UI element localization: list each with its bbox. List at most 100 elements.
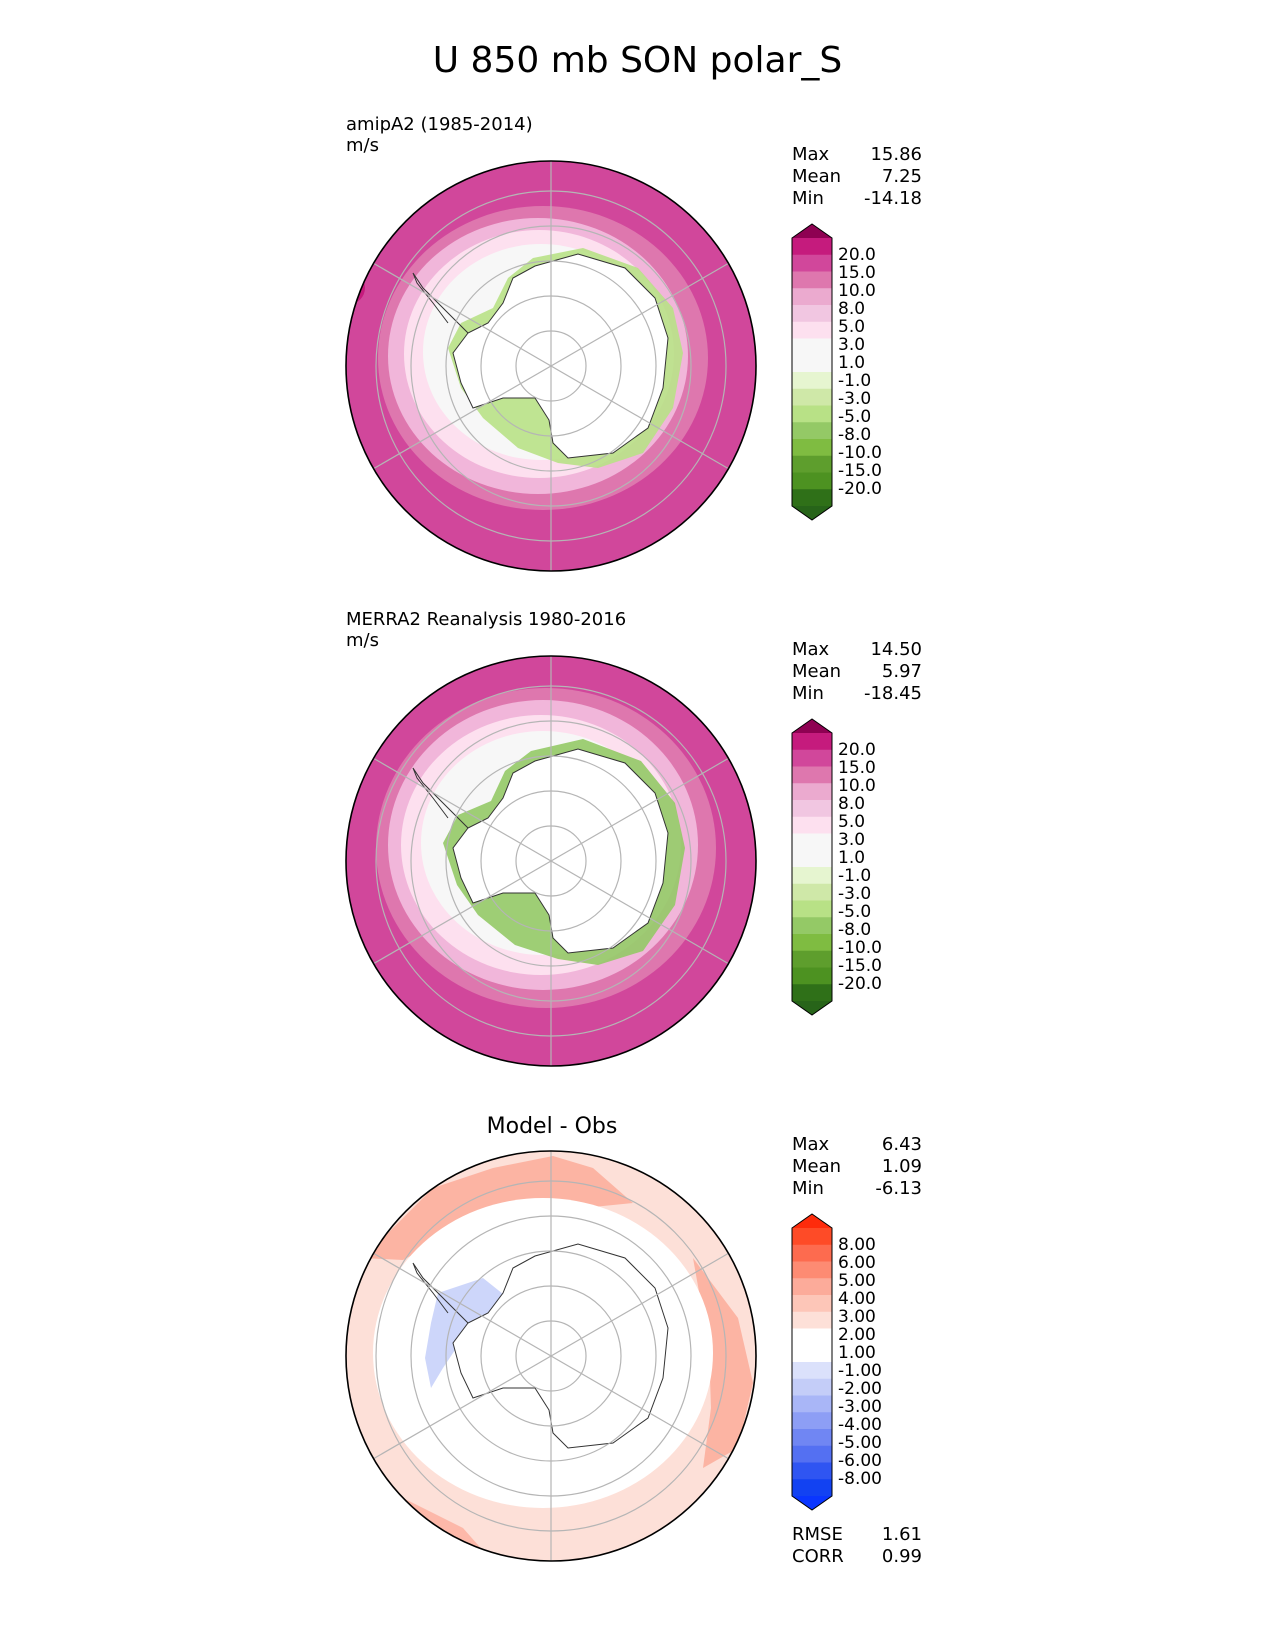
cb-label: -15.0 — [838, 461, 882, 481]
cb-label: 8.0 — [838, 299, 866, 319]
colorbar-segment — [792, 1362, 832, 1380]
cb-label: 6.00 — [838, 1253, 876, 1273]
colorbar-test — [791, 223, 833, 521]
colorbar-segment — [792, 934, 832, 952]
colorbar-segment — [792, 917, 832, 935]
panel-test: amipA2 (1985-2014) m/s — [0, 108, 1275, 598]
colorbar-segment — [792, 1429, 832, 1447]
map-diff — [345, 1150, 757, 1562]
colorbar-segment — [792, 288, 832, 306]
map-diff-boundary — [345, 1150, 757, 1562]
colorbar-segment — [792, 833, 832, 851]
map-reference-boundary — [345, 655, 757, 1067]
cb-label: -2.00 — [838, 1379, 882, 1399]
stat-value: -6.13 — [875, 1178, 922, 1199]
cb-label: -5.0 — [838, 407, 872, 427]
stat-value: 5.97 — [881, 661, 922, 682]
colorbar-diff — [791, 1213, 833, 1511]
colorbar-extend-bottom — [792, 1001, 832, 1015]
cb-label: -8.00 — [838, 1469, 882, 1489]
colorbar-segment — [792, 950, 832, 968]
cb-label: 2.00 — [838, 1325, 876, 1345]
colorbar-segment — [792, 238, 832, 256]
metric-label: RMSE — [792, 1524, 843, 1545]
colorbar-segment — [792, 1228, 832, 1246]
cb-label: -10.0 — [838, 938, 882, 958]
stat-label: Mean — [792, 1156, 842, 1177]
stat-value: 6.43 — [881, 1134, 922, 1155]
colorbar-segment — [792, 1395, 832, 1413]
stat-label: Min — [792, 1178, 824, 1199]
cb-label: -1.00 — [838, 1361, 882, 1381]
stat-value: 1.09 — [881, 1156, 922, 1177]
colorbar-segment — [792, 766, 832, 784]
cb-label: 20.0 — [838, 245, 876, 265]
cb-label: -6.00 — [838, 1451, 882, 1471]
stats-reference: Max 14.50 Mean 5.97 Min -18.45 — [792, 639, 922, 705]
map-test-peninsula — [412, 272, 469, 334]
cb-label: -20.0 — [838, 479, 882, 499]
cb-label: -15.0 — [838, 956, 882, 976]
cb-label: 4.00 — [838, 1289, 876, 1309]
map-diff-gridlines — [372, 1151, 730, 1561]
cb-label: -4.00 — [838, 1415, 882, 1435]
cb-label: 8.00 — [838, 1235, 876, 1255]
colorbar-segment — [792, 489, 832, 507]
colorbar-segment — [792, 388, 832, 406]
cb-label: -5.0 — [838, 902, 872, 922]
metrics-diff: RMSE 1.61 CORR 0.99 — [792, 1524, 922, 1568]
colorbar-segment — [792, 883, 832, 901]
colorbar-diff-labels: 8.00 6.00 5.00 4.00 3.00 2.00 1.00 -1.00… — [838, 1236, 882, 1488]
metric-label: CORR — [792, 1546, 844, 1567]
colorbar-segment — [792, 355, 832, 373]
colorbar-segment — [792, 1378, 832, 1396]
stat-value: -14.18 — [863, 188, 922, 209]
colorbar-segment — [792, 305, 832, 323]
map-diff-warm-east — [693, 1258, 753, 1468]
cb-label: 1.00 — [838, 1343, 876, 1363]
colorbar-segment — [792, 1261, 832, 1279]
map-test — [345, 160, 757, 572]
colorbar-segment — [792, 422, 832, 440]
panel-reference-title-line1: MERRA2 Reanalysis 1980-2016 — [346, 609, 627, 630]
colorbar-segment — [792, 1479, 832, 1497]
stat-value: 7.25 — [881, 166, 922, 187]
stat-value: 15.86 — [870, 144, 922, 165]
cb-label: -1.0 — [838, 371, 872, 391]
map-diff-peninsula — [412, 1262, 469, 1324]
stat-value: -18.45 — [863, 683, 922, 704]
cb-label: 10.0 — [838, 776, 876, 796]
cb-label: -8.0 — [838, 425, 872, 445]
colorbar-segment — [792, 1445, 832, 1463]
cb-label: -5.00 — [838, 1433, 882, 1453]
colorbar-outline — [791, 223, 833, 521]
cb-label: -3.00 — [838, 1397, 882, 1417]
colorbar-segment — [792, 1345, 832, 1363]
cb-label: 3.0 — [838, 830, 866, 850]
stats-diff: Max 6.43 Mean 1.09 Min -6.13 — [792, 1134, 922, 1200]
stat-label: Mean — [792, 661, 842, 682]
cb-label: 15.0 — [838, 758, 876, 778]
cb-label: -3.0 — [838, 389, 872, 409]
cb-label: 5.00 — [838, 1271, 876, 1291]
colorbar-segment — [792, 372, 832, 390]
stat-label: Min — [792, 683, 824, 704]
metric-value: 1.61 — [881, 1524, 922, 1545]
stat-label: Max — [792, 1134, 830, 1155]
colorbar-segment — [792, 1311, 832, 1329]
map-reference-gridlines — [372, 656, 730, 1066]
colorbar-segment — [792, 850, 832, 868]
panel-test-title: amipA2 (1985-2014) m/s — [346, 114, 533, 156]
stat-label: Max — [792, 639, 830, 660]
colorbar-segment — [792, 1462, 832, 1480]
panel-reference: MERRA2 Reanalysis 1980-2016 m/s — [0, 603, 1275, 1093]
colorbar-segment — [792, 1278, 832, 1296]
map-test-gridlines — [372, 161, 730, 571]
colorbar-extend-bottom — [792, 506, 832, 520]
colorbar-segment — [792, 984, 832, 1002]
colorbar-segment — [792, 1295, 832, 1313]
panel-test-title-line1: amipA2 (1985-2014) — [346, 114, 533, 135]
colorbar-segment — [792, 867, 832, 885]
colorbar-extend-top — [792, 1214, 832, 1228]
map-reference-peninsula — [412, 767, 469, 829]
